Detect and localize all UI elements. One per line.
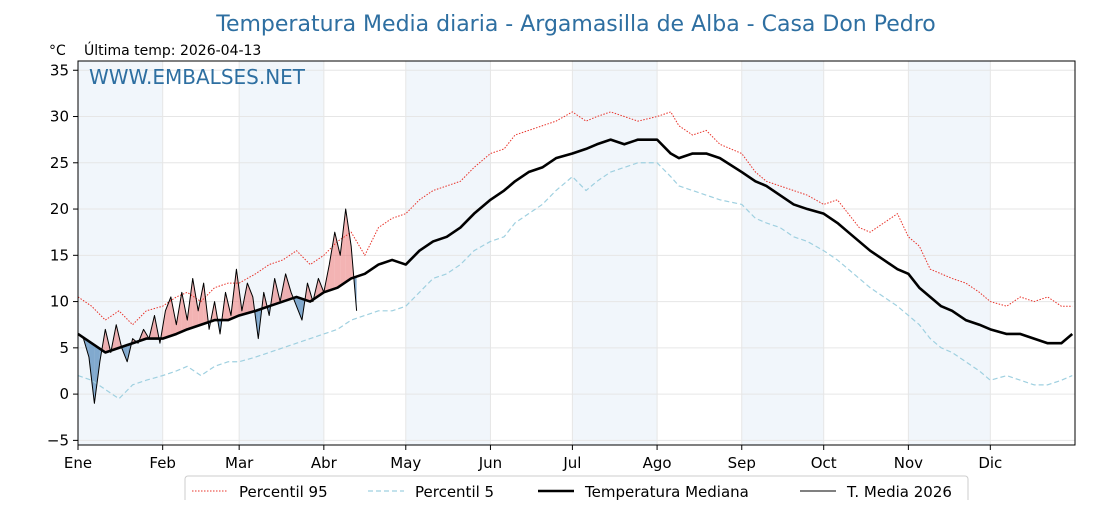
month-band-1 [239, 61, 324, 445]
y-tick-label: 5 [59, 339, 69, 357]
y-axis-ticks: −5 0 5 10 15 20 25 30 35 [47, 61, 78, 449]
x-tick-label: Feb [149, 454, 176, 472]
y-tick-label: 25 [50, 154, 69, 172]
x-tick-label: Oct [811, 454, 837, 472]
y-tick-label: 15 [50, 246, 69, 264]
legend-label-1: Percentil 5 [415, 483, 494, 500]
month-band-5 [908, 61, 990, 445]
legend-label-3: T. Media 2026 [846, 483, 952, 500]
month-band-3 [572, 61, 657, 445]
x-tick-label: Sep [728, 454, 756, 472]
month-band-0 [78, 61, 163, 445]
legend-label-2: Temperatura Mediana [584, 483, 749, 500]
y-tick-label: 20 [50, 200, 69, 218]
legend: Percentil 95 Percentil 5 Temperatura Media… [185, 476, 968, 500]
x-tick-label: Ene [64, 454, 92, 472]
x-tick-label: Dic [978, 454, 1002, 472]
x-tick-label: Jul [562, 454, 581, 472]
x-tick-label: Ago [643, 454, 672, 472]
x-tick-label: Mar [225, 454, 254, 472]
anomaly-fill-warm [346, 209, 351, 282]
month-bands [78, 61, 990, 445]
last-temp-label: Última temp: 2026-04-13 [84, 41, 261, 59]
y-tick-label: 35 [50, 61, 69, 79]
chart-title: Temperatura Media diaria - Argamasilla d… [215, 12, 935, 37]
x-tick-label: Nov [894, 454, 923, 472]
y-tick-label: 10 [50, 293, 69, 311]
y-tick-label: −5 [47, 431, 69, 449]
x-axis-ticks: Ene Feb Mar Abr May Jun Jul Ago Sep Oct Nov Dic [64, 445, 1002, 472]
y-tick-label: 30 [50, 108, 69, 126]
x-tick-label: Jun [478, 454, 502, 472]
y-tick-label: 0 [59, 385, 69, 403]
y-unit-label: °C [49, 43, 66, 59]
watermark: WWW.EMBALSES.NET [89, 65, 306, 89]
legend-label-0: Percentil 95 [239, 483, 328, 500]
month-band-4 [742, 61, 824, 445]
x-tick-label: Abr [311, 454, 338, 472]
x-tick-label: May [390, 454, 421, 472]
